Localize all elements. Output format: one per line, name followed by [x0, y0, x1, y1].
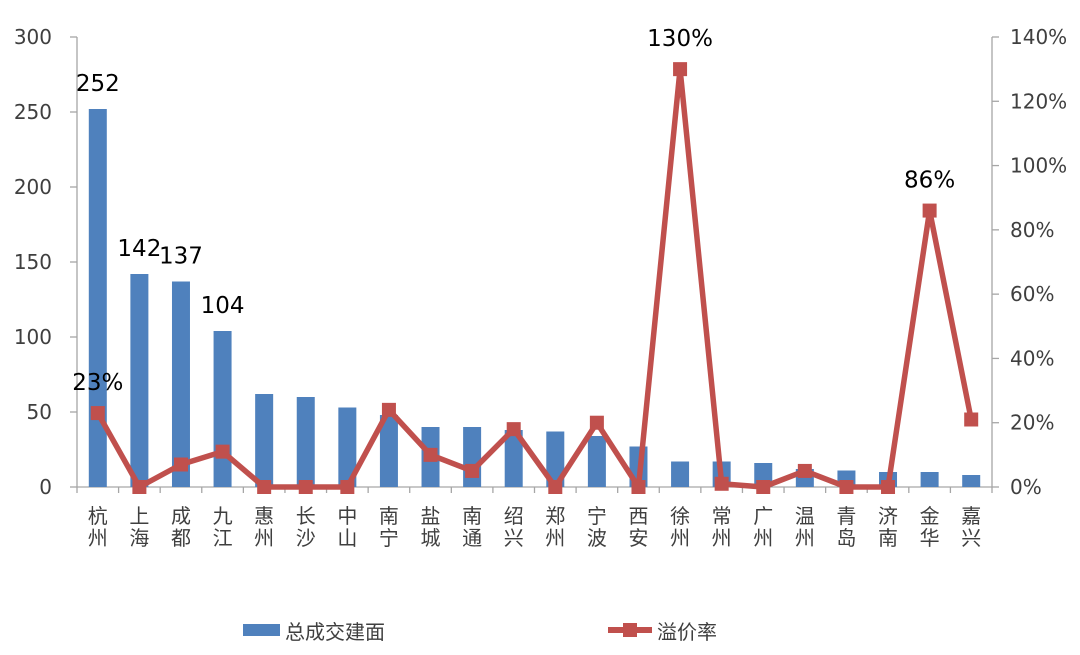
bar: [920, 472, 939, 487]
line-marker: [589, 415, 604, 430]
left-axis-tick-label: 100: [14, 325, 52, 349]
bar: [962, 475, 981, 487]
line-marker: [90, 406, 105, 421]
line-marker: [839, 480, 854, 494]
legend-item-bar-series: 总成交建面: [243, 615, 385, 645]
left-axis-tick-label: 200: [14, 175, 52, 199]
line-marker: [673, 62, 688, 77]
line-marker: [881, 480, 896, 494]
line-marker: [132, 480, 147, 494]
line-series: [95, 66, 974, 490]
line-series-swatch-icon: [608, 623, 652, 637]
bar-series-swatch-icon: [243, 624, 280, 636]
bar-series-legend-label: 总成交建面: [285, 619, 385, 644]
line-marker: [964, 412, 979, 427]
right-axis-tick-label: 140%: [1010, 25, 1067, 49]
x-axis-category-label: 盐城: [421, 504, 441, 550]
x-axis-category-label: 惠州: [254, 504, 274, 550]
right-axis-tick-label: 40%: [1010, 346, 1054, 370]
x-axis-category-label: 金华: [920, 504, 940, 550]
line-marker: [756, 480, 771, 494]
legend: 总成交建面 溢价率: [0, 615, 1080, 645]
line-marker: [465, 463, 480, 478]
right-axis-tick-label: 120%: [1010, 89, 1067, 113]
line-marker: [257, 480, 272, 494]
line-value-label: 86%: [904, 168, 955, 194]
bar: [171, 281, 190, 487]
left-axis-tick-label: 50: [27, 400, 52, 424]
bar: [504, 430, 523, 487]
x-axis-category-label: 西安: [628, 504, 648, 550]
x-axis-category-label: 九江: [213, 504, 233, 550]
line-marker: [548, 480, 563, 494]
line-marker: [631, 480, 646, 494]
bar: [671, 461, 690, 487]
line-marker: [423, 447, 438, 462]
right-axis-tick-label: 60%: [1010, 282, 1054, 306]
bar-value-label: 137: [159, 244, 203, 270]
line-series-legend-label: 溢价率: [657, 619, 717, 644]
x-axis-category-label: 中山: [337, 504, 357, 550]
x-axis-category-label: 绍兴: [504, 504, 524, 550]
left-axis-tick-label: 300: [14, 25, 52, 49]
x-axis-category-label: 南宁: [379, 504, 399, 550]
line-value-label: 23%: [72, 370, 123, 396]
x-axis-category-label: 上海: [129, 504, 149, 550]
x-axis-category-label: 嘉兴: [961, 504, 981, 550]
x-axis-category-label: 成都: [171, 504, 191, 550]
line-marker: [298, 480, 313, 494]
x-axis-category-label: 长沙: [296, 504, 316, 550]
x-axis-category-label: 常州: [712, 504, 732, 550]
left-axis-tick-label: 150: [14, 250, 52, 274]
line-marker: [340, 480, 355, 494]
x-axis-category-label: 徐州: [670, 504, 690, 550]
bar: [546, 431, 565, 487]
bar-value-label: 104: [201, 293, 245, 319]
x-axis-category-label: 济南: [878, 504, 898, 550]
line-marker: [381, 402, 396, 417]
bar: [255, 394, 274, 487]
bar: [296, 397, 315, 487]
bar: [338, 407, 357, 487]
x-axis-category-label: 郑州: [545, 504, 565, 550]
line-marker: [215, 444, 230, 459]
bar: [88, 109, 107, 487]
x-axis-category-label: 广州: [753, 504, 773, 550]
line-marker: [922, 203, 937, 218]
bar: [587, 436, 606, 487]
x-axis-category-label: 南通: [462, 504, 482, 550]
right-axis-tick-label: 20%: [1010, 411, 1054, 435]
bar: [463, 427, 482, 487]
line-marker: [506, 422, 521, 437]
line-marker: [797, 463, 812, 478]
x-axis-category-label: 青岛: [836, 504, 856, 550]
bar-value-label: 142: [117, 236, 161, 262]
bar-value-label: 252: [76, 71, 120, 97]
x-axis-category-label: 温州: [795, 504, 815, 550]
right-axis-tick-label: 100%: [1010, 154, 1067, 178]
right-axis-tick-label: 0%: [1010, 475, 1042, 499]
left-axis-tick-label: 0: [39, 475, 52, 499]
x-axis-category-label: 杭州: [88, 504, 108, 550]
bar: [213, 331, 232, 487]
line-marker: [714, 476, 729, 491]
line-marker: [173, 457, 188, 472]
bar: [130, 274, 149, 487]
left-axis-tick-label: 250: [14, 100, 52, 124]
bar: [379, 415, 398, 487]
line-value-label: 130%: [647, 26, 713, 52]
right-axis-tick-label: 80%: [1010, 218, 1054, 242]
x-axis-category-label: 宁波: [587, 504, 607, 550]
legend-item-line-series: 溢价率: [608, 615, 717, 645]
